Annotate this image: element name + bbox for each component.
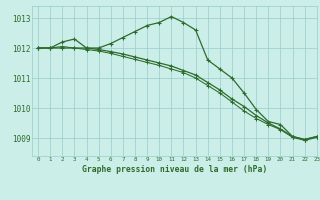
X-axis label: Graphe pression niveau de la mer (hPa): Graphe pression niveau de la mer (hPa): [82, 165, 267, 174]
